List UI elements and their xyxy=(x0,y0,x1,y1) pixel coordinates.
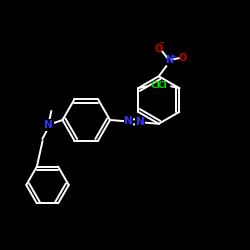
Text: N: N xyxy=(136,117,144,127)
Text: N: N xyxy=(124,116,133,126)
Text: O: O xyxy=(154,44,163,54)
Text: N: N xyxy=(165,55,173,65)
Text: N: N xyxy=(44,120,53,130)
Text: Cl: Cl xyxy=(157,81,167,90)
Text: −: − xyxy=(158,38,164,48)
Text: Cl: Cl xyxy=(151,81,160,90)
Text: O: O xyxy=(178,53,187,63)
Text: +: + xyxy=(170,54,176,60)
